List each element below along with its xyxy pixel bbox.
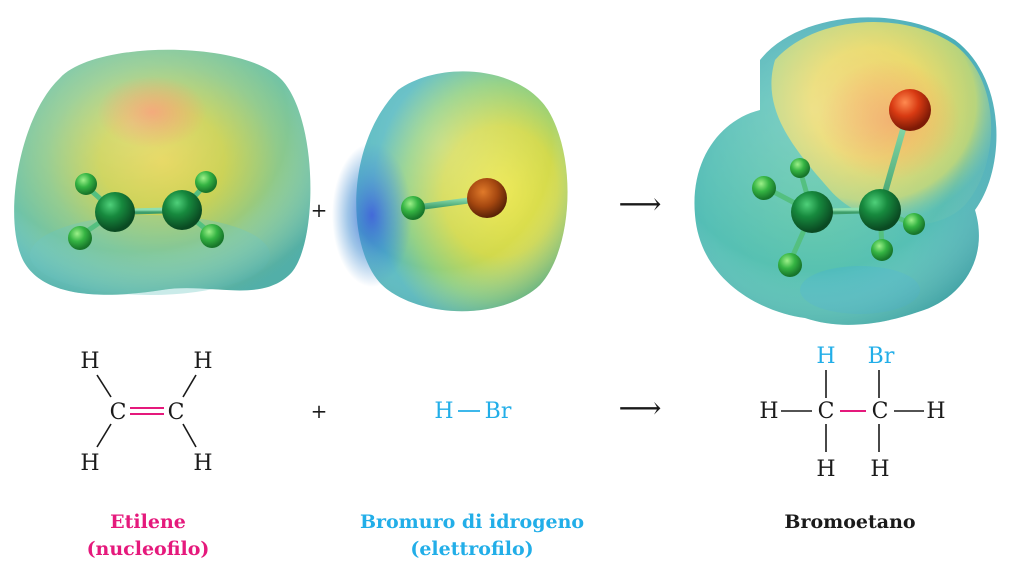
atom-h: H [870, 457, 889, 482]
bromoethane-label: Bromoetano [784, 511, 915, 533]
single-bond [182, 374, 197, 398]
bromoethane-ball-and-stick [752, 89, 931, 277]
plus-sign-top: + [311, 198, 328, 222]
ethylene-label: Etilene [110, 511, 186, 533]
atom-h: H [80, 349, 99, 374]
atom-h: H [759, 399, 778, 424]
bromoethane-structure: H Br H C C H H H [759, 344, 945, 482]
hbr-structure: H Br [434, 399, 511, 424]
ethylene-potential-map [14, 49, 311, 295]
ethylene-role-label: (nucleofilo) [87, 538, 210, 560]
atom-h: H [193, 451, 212, 476]
hbr-label: Bromuro di idrogeno [360, 511, 584, 533]
atom-br: Br [485, 399, 512, 424]
atom-h: H [816, 457, 835, 482]
atom-br: Br [868, 344, 895, 369]
atom-h: H [193, 349, 212, 374]
atom-c: C [872, 399, 889, 424]
plus-sign-bottom: + [311, 399, 328, 423]
hbr-role-label: (elettrofilo) [410, 538, 533, 560]
single-bond [96, 423, 112, 448]
atom-h: H [816, 344, 835, 369]
single-bond [96, 374, 112, 398]
reaction-arrow-top: ⟶ [618, 187, 661, 222]
hbr-potential-map [332, 71, 568, 312]
atom-h: H [434, 399, 453, 424]
atom-h: H [926, 399, 945, 424]
atom-c: C [168, 400, 185, 425]
ethylene-ball-and-stick [68, 171, 224, 250]
single-bond [182, 423, 197, 448]
atom-c: C [110, 400, 127, 425]
ethylene-structure: H H C C H H [80, 349, 212, 476]
atom-h: H [80, 451, 99, 476]
hbr-ball-and-stick [401, 178, 507, 220]
bromoethane-potential-map [694, 17, 997, 325]
atom-c: C [818, 399, 835, 424]
reaction-arrow-bottom: ⟶ [618, 391, 661, 426]
